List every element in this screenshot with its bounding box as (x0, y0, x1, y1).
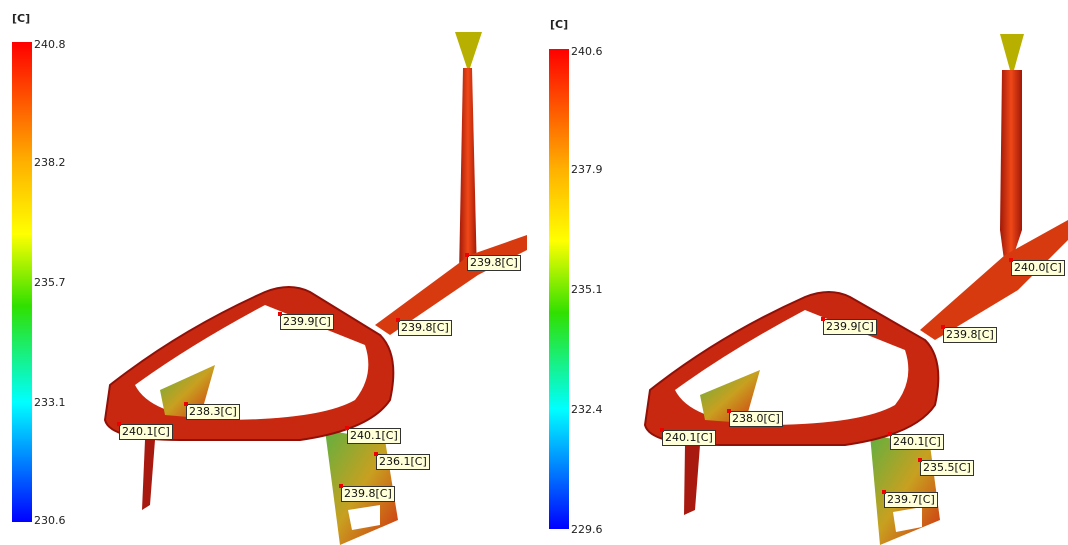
unit-label: [C] (550, 18, 568, 31)
probe-label: 239.7[C] (884, 492, 938, 508)
probe-label: 239.8[C] (398, 320, 452, 336)
scale-label: 233.1 (34, 396, 66, 409)
probe-label: 239.8[C] (467, 255, 521, 271)
probe-label: 239.9[C] (280, 314, 334, 330)
scale-label: 240.6 (571, 45, 603, 58)
scale-label: 237.9 (571, 163, 603, 176)
probe-label: 239.8[C] (341, 486, 395, 502)
probe-label: 240.1[C] (662, 430, 716, 446)
probe-label: 238.0[C] (729, 411, 783, 427)
scale-label: 235.1 (571, 283, 603, 296)
result-view: [C] 240.8 238.2 235.7 233.1 230.6 239.8[… (0, 0, 1068, 545)
scale-label: 229.6 (571, 523, 603, 536)
scale-label: 235.7 (34, 276, 66, 289)
probe-label: 235.5[C] (920, 460, 974, 476)
probe-label: 238.3[C] (186, 404, 240, 420)
model-left (105, 32, 527, 545)
unit-label: [C] (12, 12, 30, 25)
probe-label: 236.1[C] (376, 454, 430, 470)
probe-label: 239.8[C] (943, 327, 997, 343)
scale-label: 232.4 (571, 403, 603, 416)
probe-label: 240.0[C] (1011, 260, 1065, 276)
probe-label: 239.9[C] (823, 319, 877, 335)
model-right (645, 34, 1068, 545)
scale-label: 240.8 (34, 38, 66, 51)
probe-label: 240.1[C] (890, 434, 944, 450)
color-bar (549, 49, 569, 529)
scale-label: 230.6 (34, 514, 66, 527)
probe-label: 240.1[C] (119, 424, 173, 440)
probe-label: 240.1[C] (347, 428, 401, 444)
model-drawing (0, 0, 1068, 545)
scale-label: 238.2 (34, 156, 66, 169)
color-bar (12, 42, 32, 522)
